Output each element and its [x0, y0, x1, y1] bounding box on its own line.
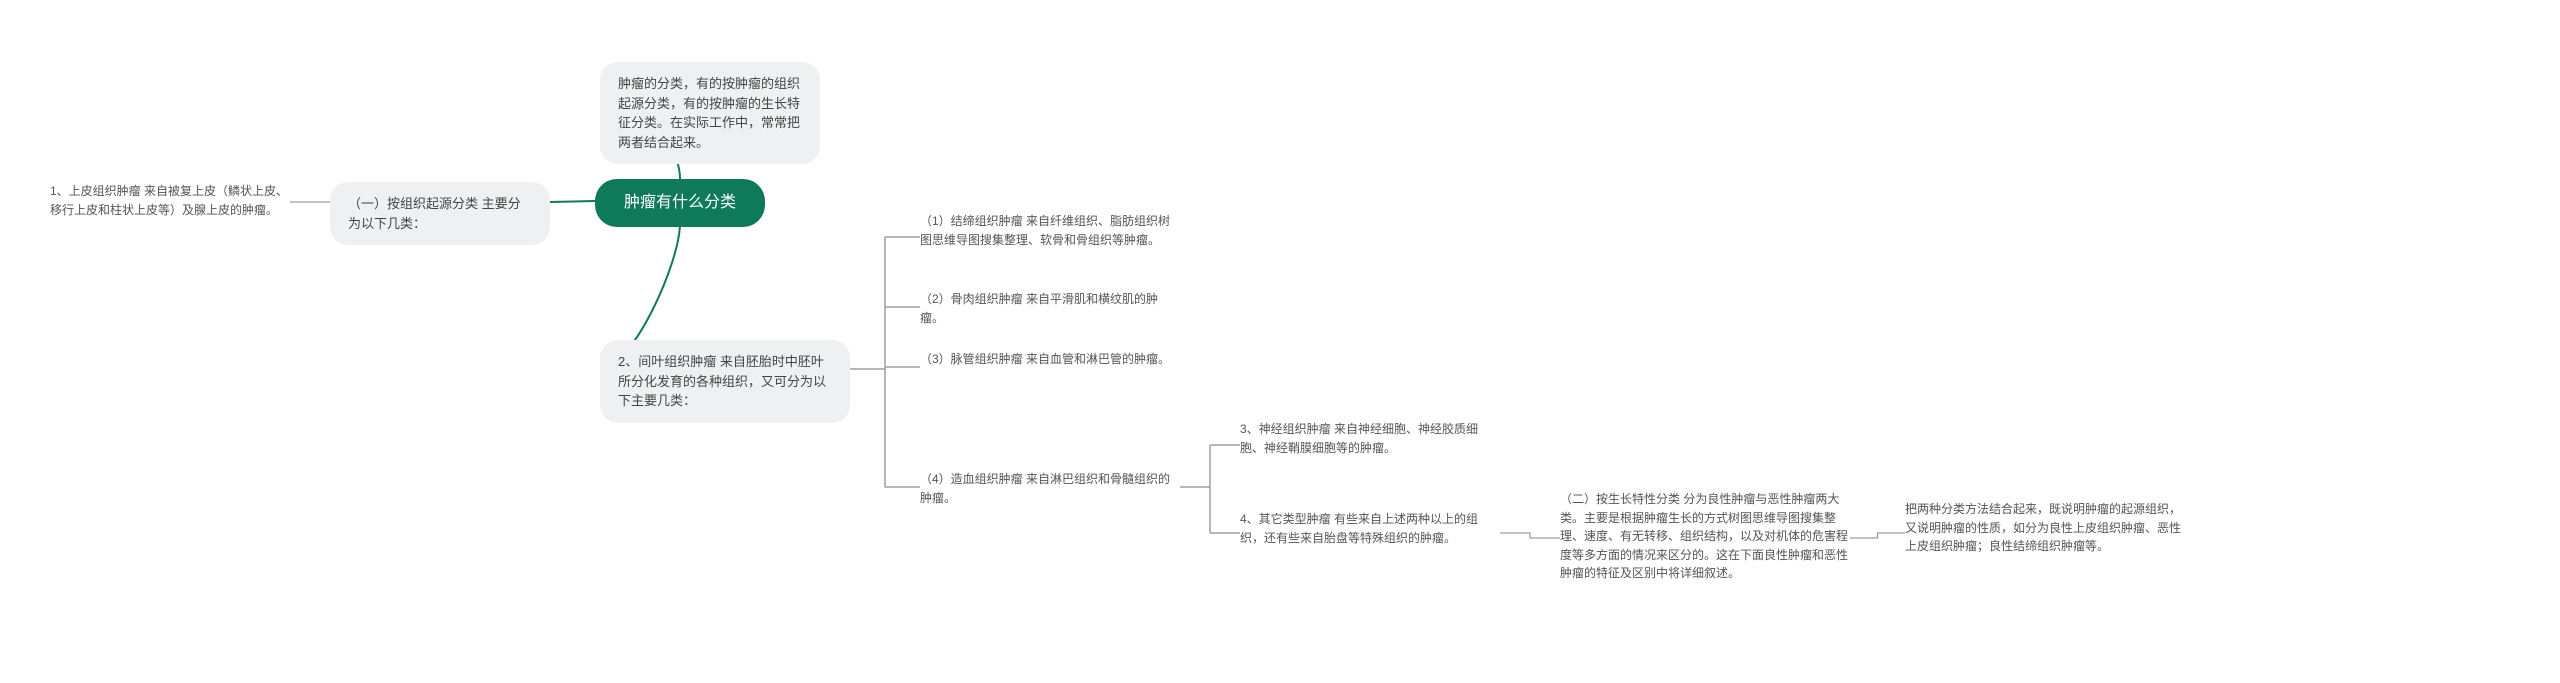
connector-layer [0, 0, 2560, 683]
node-intro: 肿瘤的分类，有的按肿瘤的组织起源分类，有的按肿瘤的生长特征分类。在实际工作中，常… [600, 62, 820, 164]
node-connective-tissue: （1）结缔组织肿瘤 来自纤维组织、脂肪组织树图思维导图搜集整理、软骨和骨组织等肿… [920, 212, 1180, 249]
root-node[interactable]: 肿瘤有什么分类 [595, 179, 765, 227]
node-other-types: 4、其它类型肿瘤 有些来自上述两种以上的组织，还有些来自胎盘等特殊组织的肿瘤。 [1240, 510, 1500, 547]
node-hematopoietic: （4）造血组织肿瘤 来自淋巴组织和骨髓组织的肿瘤。 [920, 470, 1180, 507]
node-growth-classification: （二）按生长特性分类 分为良性肿瘤与恶性肿瘤两大类。主要是根据肿瘤生长的方式树图… [1560, 490, 1850, 583]
node-origin-classification[interactable]: （一）按组织起源分类 主要分为以下几类： [330, 182, 550, 245]
node-vascular-tissue: （3）脉管组织肿瘤 来自血管和淋巴管的肿瘤。 [920, 350, 1180, 369]
node-muscle-tissue: （2）骨肉组织肿瘤 来自平滑肌和横纹肌的肿瘤。 [920, 290, 1180, 327]
node-mesenchymal-tumor[interactable]: 2、间叶组织肿瘤 来自胚胎时中胚叶所分化发育的各种组织，又可分为以下主要几类： [600, 340, 850, 423]
node-neural-tissue: 3、神经组织肿瘤 来自神经细胞、神经胶质细胞、神经鞘膜细胞等的肿瘤。 [1240, 420, 1500, 457]
node-combined-method: 把两种分类方法结合起来，既说明肿瘤的起源组织，又说明肿瘤的性质，如分为良性上皮组… [1905, 500, 2185, 556]
node-epithelial-tumor: 1、上皮组织肿瘤 来自被复上皮（鳞状上皮、移行上皮和柱状上皮等）及腺上皮的肿瘤。 [50, 182, 290, 219]
